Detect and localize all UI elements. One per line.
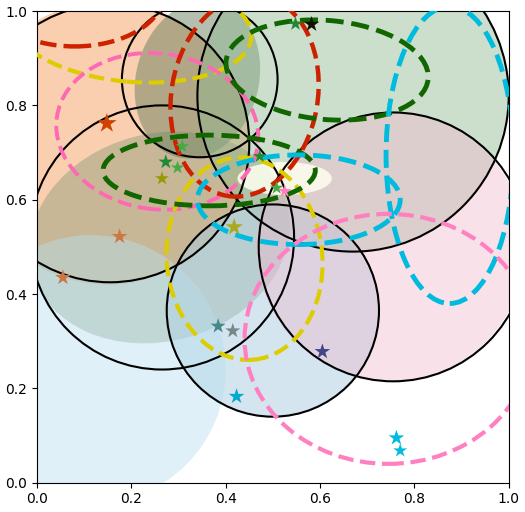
Point — [230, 223, 238, 231]
Point — [102, 119, 111, 127]
Circle shape — [167, 204, 379, 417]
Point — [214, 322, 223, 330]
Ellipse shape — [237, 162, 332, 195]
Point — [291, 19, 300, 28]
Point — [59, 273, 67, 282]
Circle shape — [256, 113, 525, 381]
Point — [392, 434, 401, 442]
Circle shape — [0, 235, 226, 504]
Circle shape — [0, 2, 249, 285]
Point — [162, 158, 170, 166]
Point — [178, 142, 186, 151]
Ellipse shape — [29, 132, 290, 344]
Point — [256, 152, 264, 160]
Point — [233, 392, 241, 400]
Point — [307, 20, 316, 28]
Point — [272, 184, 281, 192]
Point — [158, 175, 166, 183]
Point — [318, 348, 327, 356]
Point — [228, 327, 237, 335]
Point — [116, 232, 124, 241]
Circle shape — [197, 0, 509, 251]
Ellipse shape — [134, 1, 260, 159]
Point — [280, 187, 289, 196]
Point — [396, 446, 404, 455]
Point — [173, 163, 182, 172]
